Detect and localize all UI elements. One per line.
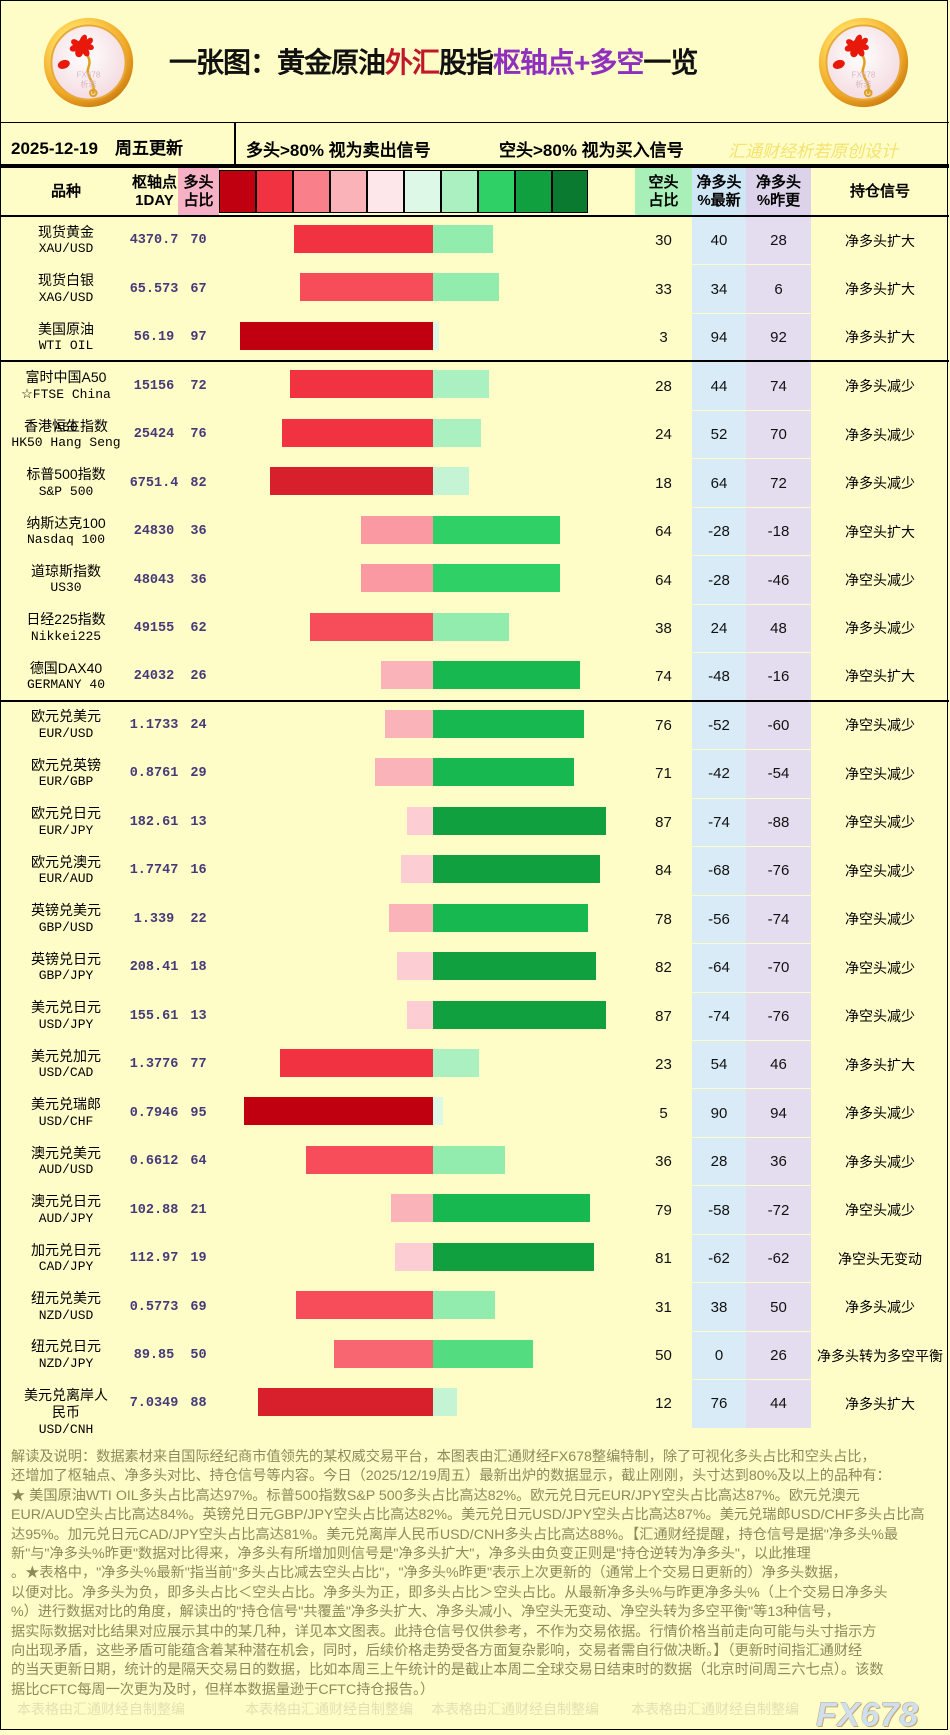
svg-text:FX678: FX678: [852, 71, 876, 80]
svg-text:析若: 析若: [855, 79, 871, 89]
svg-text:FX678: FX678: [77, 71, 101, 80]
svg-text:析若: 析若: [80, 79, 96, 89]
